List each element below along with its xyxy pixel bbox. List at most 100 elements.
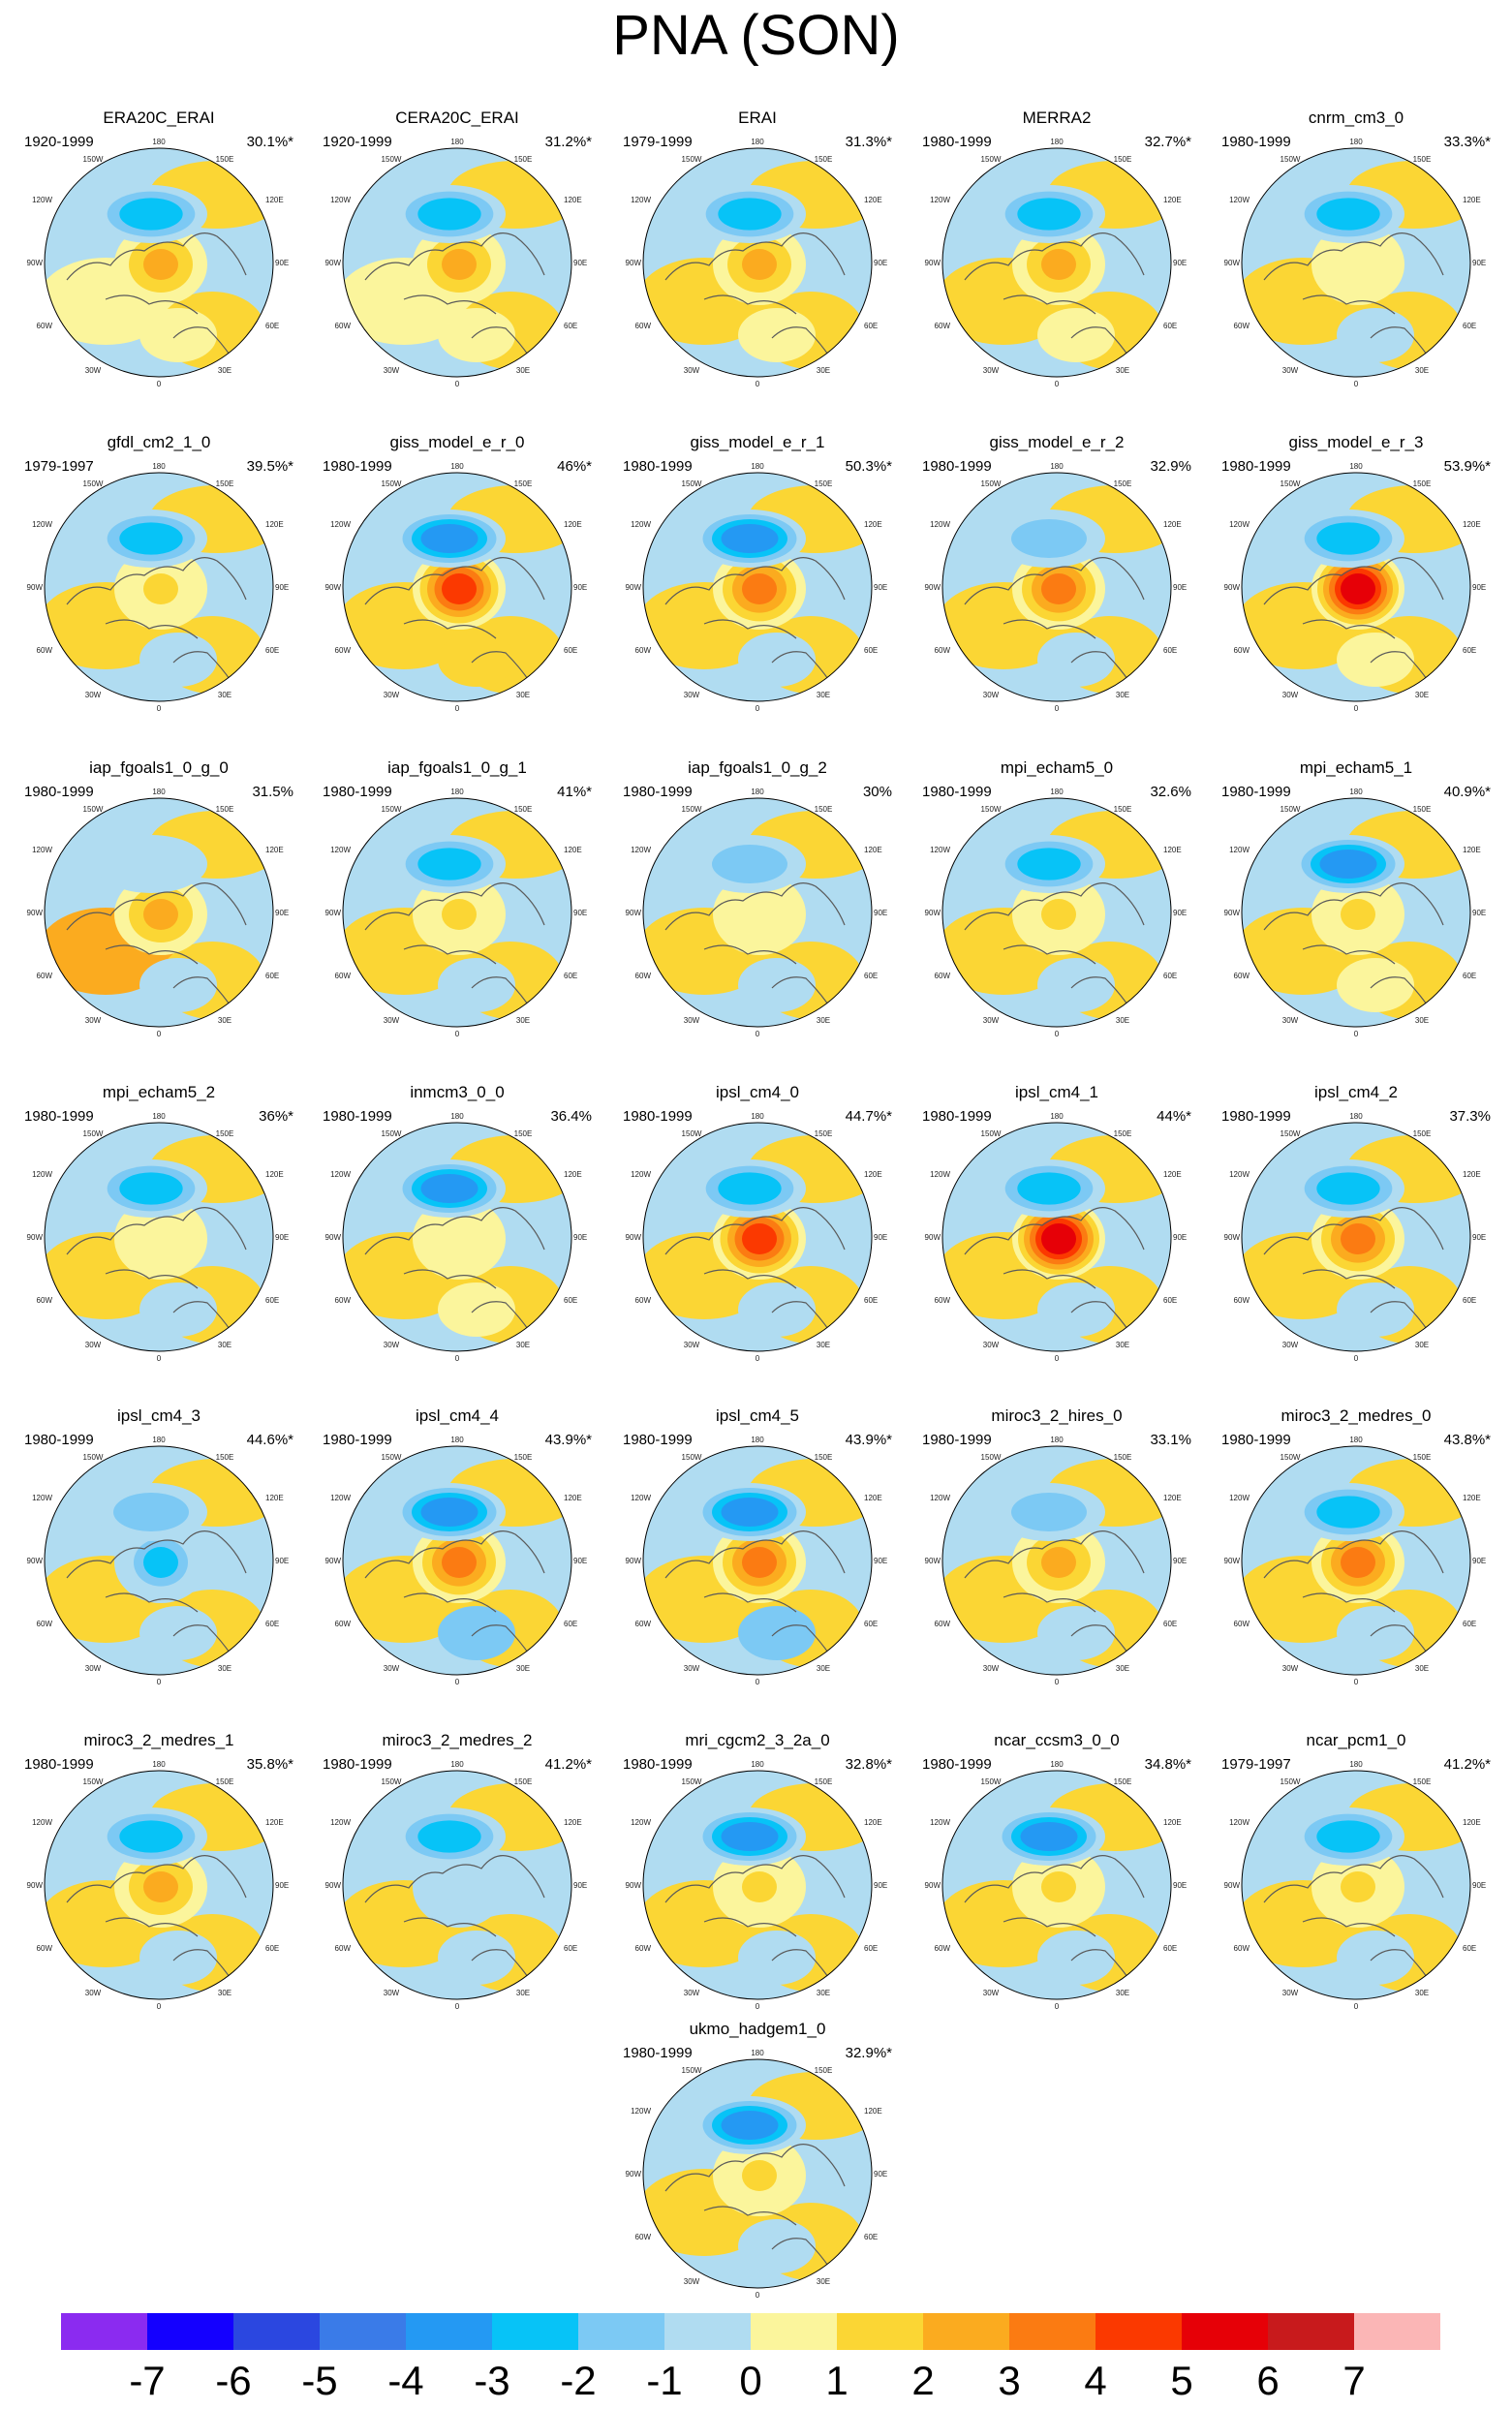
anomaly-field <box>45 473 273 701</box>
coastline <box>1263 1530 1444 1656</box>
longitude-label: 30E <box>1415 1341 1429 1349</box>
anomaly-field <box>1242 798 1470 1027</box>
panel-period: 1980-1999 <box>922 1432 992 1448</box>
colorbar-tick-label: -7 <box>129 2358 166 2403</box>
longitude-label: 90W <box>925 259 941 267</box>
panel-period: 1980-1999 <box>1221 1108 1291 1125</box>
longitude-label: 60E <box>564 1944 577 1953</box>
polar-map: 180 0 150W 150E 120W 120E 90W 90E 60W 60E 30W 30E <box>27 1760 290 2011</box>
longitude-label: 90W <box>626 1557 642 1565</box>
longitude-label: 60E <box>1163 1944 1177 1953</box>
longitude-label: 90W <box>27 1233 44 1242</box>
longitude-label: 150W <box>1281 155 1301 164</box>
longitude-label: 180 <box>152 462 166 471</box>
longitude-label: 180 <box>751 1760 764 1769</box>
longitude-label: 120W <box>930 520 950 529</box>
longitude-label: 30E <box>817 2277 830 2286</box>
longitude-label: 120W <box>1229 1818 1250 1827</box>
longitude-label: 150W <box>981 1453 1002 1462</box>
panel-period: 1980-1999 <box>1221 134 1291 150</box>
longitude-label: 60W <box>37 1620 53 1628</box>
longitude-label: 0 <box>157 380 162 388</box>
longitude-label: 120W <box>32 846 52 854</box>
longitude-label: 30W <box>85 691 102 699</box>
longitude-label: 150E <box>815 805 833 814</box>
longitude-label: 90W <box>1224 909 1241 917</box>
polar-map: 180 0 150W 150E 120W 120E 90W 90E 60W 60E 30W 30E <box>925 138 1188 388</box>
coastline <box>664 1530 846 1656</box>
longitude-label: 90W <box>27 259 44 267</box>
longitude-label: 120W <box>330 520 351 529</box>
anomaly-field <box>942 798 1171 1027</box>
map-panel: 180 0 150W 150E 120W 120E 90W 90E 60W 60E 30W 30E gi… <box>317 433 598 724</box>
longitude-label: 90E <box>1173 1881 1187 1890</box>
map-border <box>642 147 873 378</box>
longitude-label: 120E <box>864 1170 882 1179</box>
polar-map: 180 0 150W 150E 120W 120E 90W 90E 60W 60E 30W 30E <box>626 1436 888 1686</box>
longitude-label: 150E <box>514 1777 533 1786</box>
anomaly-field <box>45 798 273 1027</box>
map-border <box>941 147 1172 378</box>
longitude-label: 150E <box>216 1777 234 1786</box>
panel-percent: 32.7%* <box>1144 134 1191 150</box>
longitude-label: 30W <box>1282 691 1299 699</box>
panel-period: 1980-1999 <box>323 1108 392 1125</box>
map-border <box>44 147 274 378</box>
longitude-label: 60E <box>564 322 577 330</box>
longitude-label: 120E <box>864 196 882 204</box>
longitude-label: 90W <box>1224 583 1241 592</box>
longitude-label: 150W <box>682 1453 702 1462</box>
panel-title: iap_fgoals1_0_g_1 <box>387 758 527 777</box>
map-border <box>1241 147 1471 378</box>
longitude-label: 90E <box>1173 1557 1187 1565</box>
longitude-label: 150W <box>382 155 402 164</box>
anomaly-field <box>643 1123 872 1351</box>
longitude-label: 120W <box>32 196 52 204</box>
panel-title: ukmo_hadgem1_0 <box>689 2020 826 2038</box>
longitude-label: 60E <box>564 1296 577 1305</box>
panel-percent: 39.5%* <box>246 458 293 475</box>
longitude-label: 180 <box>1349 138 1363 146</box>
map-border <box>342 1122 572 1352</box>
panel-percent: 33.3%* <box>1443 134 1491 150</box>
colorbar-segment <box>320 2313 406 2350</box>
longitude-label: 150W <box>382 1453 402 1462</box>
longitude-label: 90E <box>573 909 587 917</box>
polar-map: 180 0 150W 150E 120W 120E 90W 90E 60W 60E 30W 30E <box>1224 1112 1487 1363</box>
longitude-label: 30W <box>983 1664 1000 1673</box>
map-border <box>44 472 274 702</box>
longitude-label: 60E <box>1163 972 1177 980</box>
longitude-label: 120E <box>265 846 284 854</box>
map-border <box>44 1445 274 1676</box>
longitude-label: 150E <box>815 1453 833 1462</box>
longitude-label: 180 <box>450 138 464 146</box>
coastline <box>1263 232 1444 358</box>
longitude-label: 180 <box>1349 788 1363 796</box>
panel-title: gfdl_cm2_1_0 <box>107 433 211 451</box>
panel-percent: 41.2%* <box>1443 1756 1491 1773</box>
anomaly-field <box>45 1446 273 1675</box>
map-panel: 180 0 150W 150E 120W 120E 90W 90E 60W 60E 30W 30E gi… <box>916 433 1197 724</box>
panel-period: 1980-1999 <box>623 1432 693 1448</box>
panel-title: miroc3_2_hires_0 <box>991 1406 1123 1425</box>
polar-map: 180 0 150W 150E 120W 120E 90W 90E 60W 60E 30W 30E <box>626 138 888 388</box>
map-panel: 180 0 150W 150E 120W 120E 90W 90E 60W 60E 30W 30E in… <box>317 1083 598 1374</box>
longitude-label: 60W <box>1234 1620 1250 1628</box>
panel-title: iap_fgoals1_0_g_2 <box>688 758 827 777</box>
panel-percent: 31.5% <box>252 784 293 800</box>
map-border <box>642 1122 873 1352</box>
panel-title: inmcm3_0_0 <box>410 1083 505 1101</box>
map-panel: 180 0 150W 150E 120W 120E 90W 90E 60W 60E 30W 30E uk… <box>617 2020 898 2310</box>
longitude-label: 150W <box>682 1129 702 1138</box>
map-border <box>44 797 274 1028</box>
coastline <box>664 882 846 1008</box>
longitude-label: 90E <box>1472 909 1486 917</box>
longitude-label: 60E <box>265 972 279 980</box>
polar-map: 180 0 150W 150E 120W 120E 90W 90E 60W 60E 30W 30E <box>1224 1436 1487 1686</box>
longitude-label: 0 <box>1354 1030 1359 1038</box>
longitude-label: 120W <box>930 196 950 204</box>
longitude-label: 120W <box>330 1170 351 1179</box>
longitude-label: 150W <box>1281 1453 1301 1462</box>
longitude-label: 60W <box>335 1296 352 1305</box>
longitude-label: 90E <box>874 583 887 592</box>
